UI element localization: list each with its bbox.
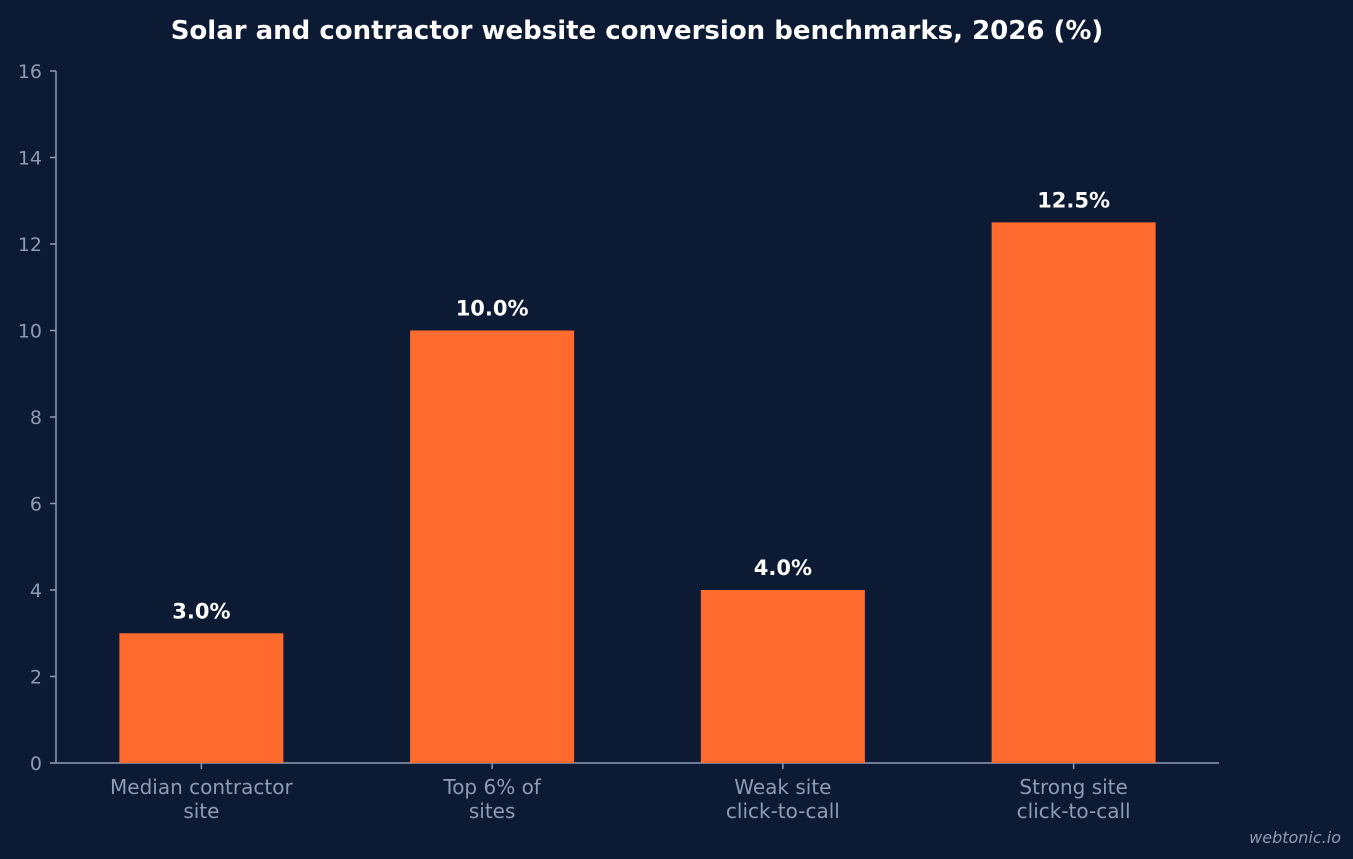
y-tick-label: 8: [30, 407, 42, 429]
y-tick-label: 16: [18, 61, 42, 83]
x-tick-label: click-to-call: [1017, 799, 1131, 823]
data-label: 3.0%: [172, 599, 230, 623]
x-tick-label: Median contractor: [110, 775, 293, 799]
bars: [119, 222, 1156, 763]
bar: [991, 222, 1156, 763]
x-tick-label: site: [183, 799, 219, 823]
watermark: webtonic.io: [1249, 828, 1341, 847]
x-tick-label: click-to-call: [726, 799, 840, 823]
y-tick-label: 12: [18, 234, 42, 256]
x-tick-label: Top 6% of: [442, 775, 541, 799]
y-tick-label: 14: [18, 148, 42, 170]
data-labels: 3.0% 10.0% 4.0% 12.5%: [172, 188, 1110, 623]
data-label: 4.0%: [754, 556, 812, 580]
y-tick-label: 0: [30, 753, 42, 775]
data-label: 12.5%: [1037, 188, 1110, 212]
y-tick-label: 2: [30, 667, 42, 689]
data-label: 10.0%: [456, 297, 529, 321]
x-tick-label: sites: [469, 799, 516, 823]
bar: [119, 633, 284, 763]
bar: [410, 330, 575, 763]
y-axis: 0 2 4 6 8 10 12 14 16: [18, 61, 57, 775]
y-tick-label: 4: [30, 580, 42, 602]
x-tick-label: Strong site: [1019, 775, 1127, 799]
y-tick-label: 10: [18, 321, 42, 343]
bar: [700, 590, 865, 763]
y-tick-label: 6: [30, 494, 42, 516]
x-tick-label: Weak site: [734, 775, 831, 799]
chart-title: Solar and contractor website conversion …: [171, 16, 1104, 46]
